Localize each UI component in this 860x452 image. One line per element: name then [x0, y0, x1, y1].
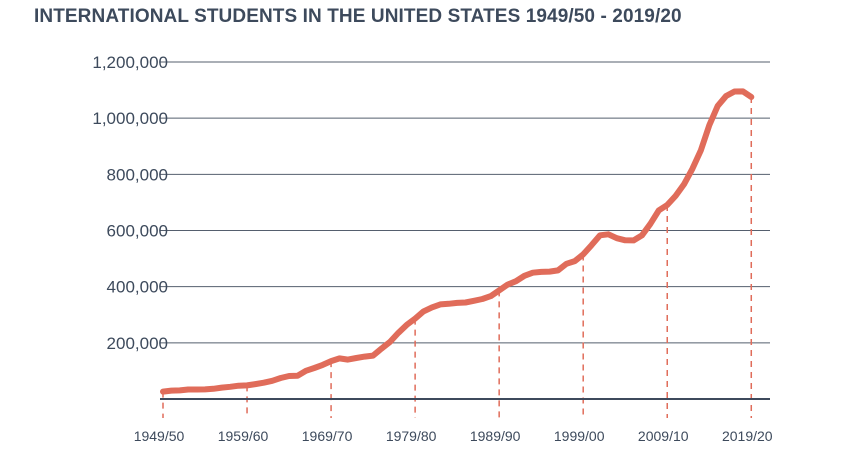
data-point: [507, 284, 509, 286]
y-tick-label: 600,000: [107, 222, 168, 241]
x-tick-label: 1999/00: [554, 428, 605, 444]
data-point: [456, 302, 458, 304]
y-tick-label: 1,200,000: [92, 53, 168, 72]
data-point: [196, 389, 198, 390]
data-point: [305, 370, 307, 372]
x-tick-label: 1949/50: [134, 428, 185, 444]
x-tick-label: 2019/20: [722, 428, 773, 444]
data-point: [616, 237, 618, 239]
data-point: [666, 204, 668, 206]
x-tick-label: 1959/60: [218, 428, 269, 444]
data-point: [473, 300, 475, 302]
data-point: [339, 357, 340, 359]
data-point: [708, 124, 710, 126]
data-point: [229, 386, 231, 388]
series-line: [160, 88, 755, 395]
data-point: [700, 149, 702, 151]
data-point: [372, 355, 374, 357]
data-point: [498, 289, 500, 291]
data-point: [574, 260, 576, 262]
data-point: [675, 195, 677, 197]
data-point: [591, 244, 593, 246]
x-tick-label: 1989/90: [470, 428, 521, 444]
data-point: [221, 387, 223, 389]
data-point: [750, 96, 752, 98]
data-point: [481, 298, 483, 300]
data-point: [364, 356, 366, 358]
data-point: [297, 375, 298, 377]
data-point: [607, 233, 609, 235]
x-axis-tick-labels: 1949/50 1959/60 1969/70 1979/80 1989/90 1999/…: [134, 428, 773, 444]
data-point: [271, 380, 273, 382]
data-point: [389, 341, 391, 343]
data-point: [397, 332, 399, 334]
data-point: [734, 91, 735, 92]
y-axis-tick-labels: 200,000 400,000 600,000 800,000 1,000,000 1,2…: [92, 53, 168, 353]
data-point: [179, 389, 181, 391]
data-point: [649, 223, 651, 225]
data-point: [246, 384, 248, 386]
data-point: [355, 357, 357, 359]
year-markers: [162, 96, 753, 418]
data-point: [330, 360, 332, 362]
data-point: [170, 390, 172, 392]
data-point: [254, 383, 256, 385]
data-point: [347, 359, 349, 361]
data-point: [238, 385, 240, 387]
data-point: [523, 275, 525, 277]
y-tick-label: 1,000,000: [92, 109, 168, 128]
y-tick-label: 200,000: [107, 334, 168, 353]
data-point: [683, 183, 685, 185]
data-point: [431, 306, 433, 308]
data-point: [633, 239, 635, 241]
data-point: [212, 388, 214, 390]
series-group: [160, 88, 755, 395]
data-point: [204, 388, 206, 390]
y-tick-label: 400,000: [107, 278, 168, 297]
data-point: [322, 364, 324, 366]
data-point: [532, 272, 534, 274]
data-point: [557, 269, 559, 271]
x-tick-label: 2009/10: [638, 428, 689, 444]
data-point: [280, 377, 282, 379]
data-point: [624, 239, 626, 241]
data-point: [187, 389, 189, 390]
data-point: [490, 295, 492, 297]
data-point: [725, 95, 727, 97]
data-point: [641, 234, 643, 236]
data-point: [162, 391, 164, 393]
data-point: [582, 253, 584, 255]
data-point: [599, 234, 601, 236]
data-point: [565, 263, 567, 265]
data-point: [717, 105, 719, 107]
data-point: [742, 90, 744, 92]
data-point: [448, 303, 450, 305]
y-tick-label: 800,000: [107, 165, 168, 184]
data-point: [515, 280, 517, 282]
data-point: [540, 271, 542, 273]
data-point: [658, 209, 660, 211]
data-point: [465, 302, 466, 303]
data-point: [313, 367, 315, 369]
data-point: [691, 168, 693, 170]
data-point: [406, 324, 408, 326]
data-point: [414, 318, 416, 320]
gridlines: [160, 61, 770, 344]
data-point: [439, 303, 441, 305]
data-point: [423, 310, 424, 312]
data-point: [288, 375, 290, 377]
chart-title: INTERNATIONAL STUDENTS IN THE UNITED STA…: [34, 6, 682, 27]
x-tick-label: 1979/80: [386, 428, 437, 444]
data-point: [263, 382, 265, 384]
data-point: [549, 271, 551, 273]
x-tick-label: 1969/70: [302, 428, 353, 444]
data-point: [381, 348, 382, 350]
